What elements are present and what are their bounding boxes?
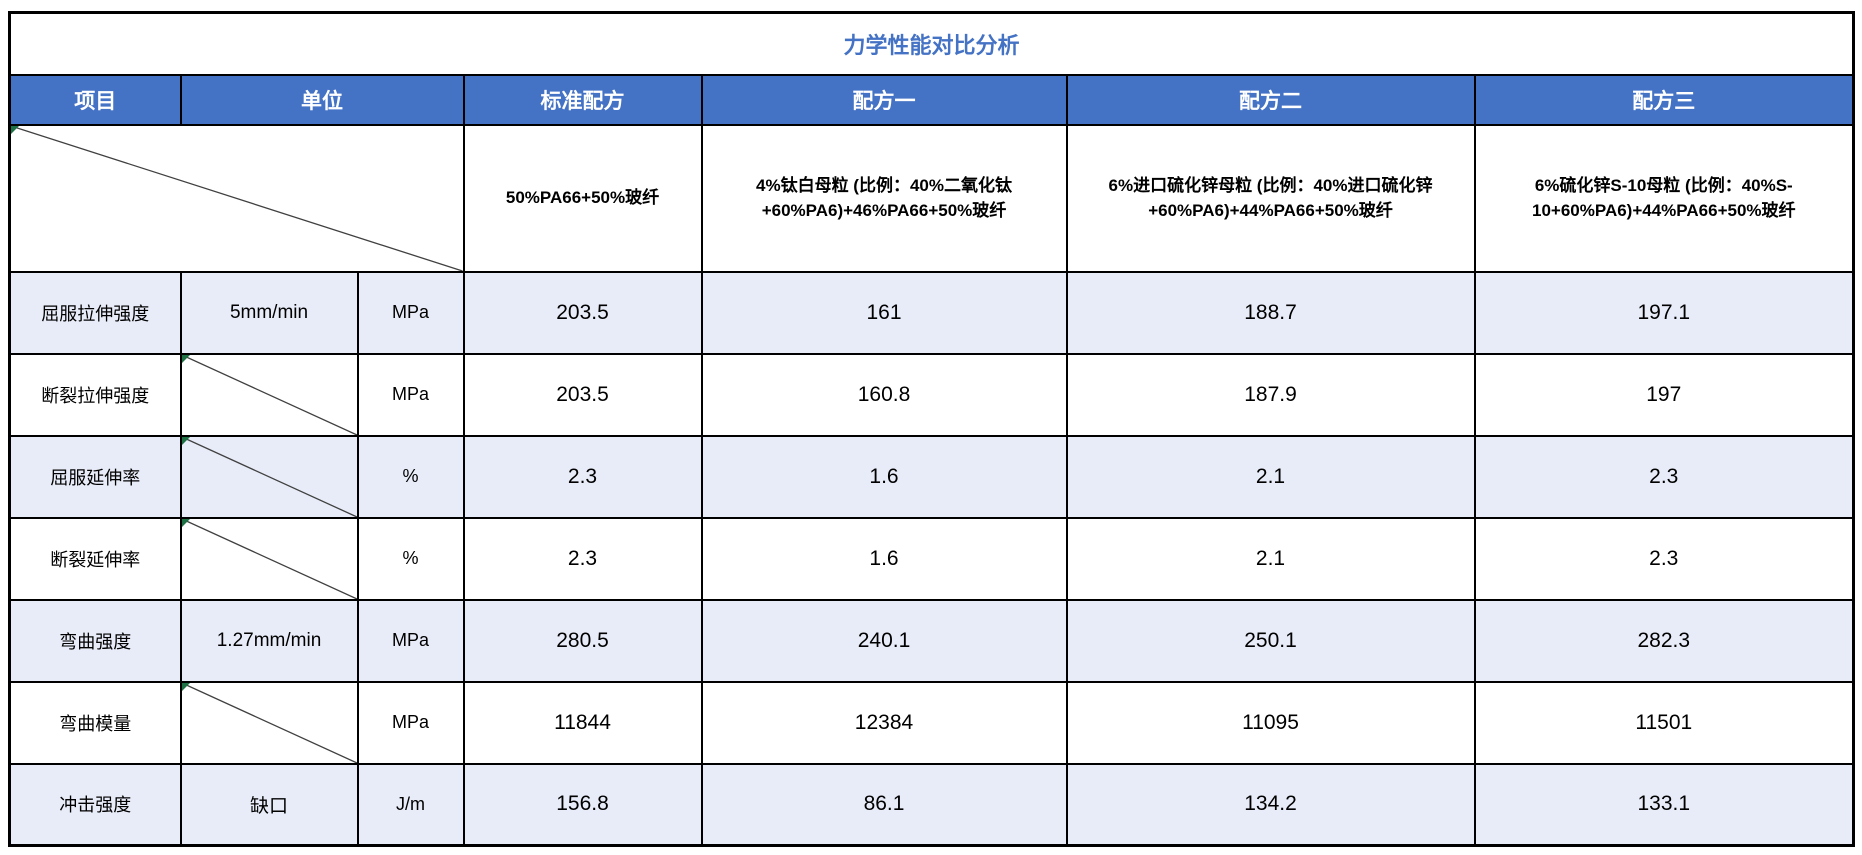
page-title: 力学性能对比分析 (8, 11, 1855, 76)
value-cell: 2.3 (1473, 434, 1855, 519)
row-label: 断裂拉伸强度 (8, 352, 182, 437)
formula-3: 6%硫化锌S-10母粒 (比例：40%S-10+60%PA6)+44%PA66+… (1473, 123, 1855, 273)
col-header-item: 项目 (8, 73, 182, 126)
unit-cell: % (356, 434, 465, 519)
unit-cell: MPa (356, 270, 465, 355)
value-cell: 188.7 (1065, 270, 1476, 355)
condition-diagonal-cell (179, 434, 359, 519)
diagonal-line (11, 126, 463, 271)
value-cell: 160.8 (700, 352, 1068, 437)
cell-flag-icon (11, 126, 19, 134)
condition-diagonal-cell (179, 680, 359, 765)
col-header-formula-1: 配方一 (700, 73, 1068, 126)
col-header-standard-formula: 标准配方 (462, 73, 703, 126)
value-cell: 161 (700, 270, 1068, 355)
table-row: 冲击强度 缺口 J/m 156.8 86.1 134.2 133.1 (8, 762, 1855, 847)
unit-cell: MPa (356, 352, 465, 437)
value-cell: 2.3 (1473, 516, 1855, 601)
value-cell: 11501 (1473, 680, 1855, 765)
value-cell: 134.2 (1065, 762, 1476, 847)
value-cell: 203.5 (462, 352, 703, 437)
value-cell: 240.1 (700, 598, 1068, 683)
row-label: 断裂延伸率 (8, 516, 182, 601)
condition-diagonal-cell (179, 352, 359, 437)
value-cell: 197 (1473, 352, 1855, 437)
table-row: 弯曲强度 1.27mm/min MPa 280.5 240.1 250.1 28… (8, 598, 1855, 683)
formula-description-row: 50%PA66+50%玻纤 4%钛白母粒 (比例：40%二氧化钛+60%PA6)… (8, 123, 1855, 273)
diagonal-line (182, 683, 357, 763)
row-label: 屈服延伸率 (8, 434, 182, 519)
table-row: 屈服延伸率 % 2.3 1.6 2.1 2.3 (8, 434, 1855, 519)
value-cell: 2.3 (462, 516, 703, 601)
value-cell: 203.5 (462, 270, 703, 355)
header-row: 项目 单位 标准配方 配方一 配方二 配方三 (8, 73, 1855, 126)
table-row: 断裂拉伸强度 MPa 203.5 160.8 187.9 197 (8, 352, 1855, 437)
value-cell: 2.1 (1065, 434, 1476, 519)
value-cell: 86.1 (700, 762, 1068, 847)
value-cell: 2.1 (1065, 516, 1476, 601)
value-cell: 2.3 (462, 434, 703, 519)
row-label: 屈服拉伸强度 (8, 270, 182, 355)
condition-cell: 5mm/min (179, 270, 359, 355)
col-header-unit: 单位 (179, 73, 465, 126)
condition-cell: 1.27mm/min (179, 598, 359, 683)
value-cell: 11095 (1065, 680, 1476, 765)
value-cell: 1.6 (700, 434, 1068, 519)
value-cell: 156.8 (462, 762, 703, 847)
value-cell: 1.6 (700, 516, 1068, 601)
col-header-formula-3: 配方三 (1473, 73, 1855, 126)
table-row: 屈服拉伸强度 5mm/min MPa 203.5 161 188.7 197.1 (8, 270, 1855, 355)
formula-standard: 50%PA66+50%玻纤 (462, 123, 703, 273)
diagonal-line (182, 437, 357, 517)
cell-flag-icon (182, 683, 190, 691)
unit-cell: J/m (356, 762, 465, 847)
row-label: 弯曲强度 (8, 598, 182, 683)
item-unit-diagonal-cell (8, 123, 465, 273)
formula-1: 4%钛白母粒 (比例：40%二氧化钛+60%PA6)+46%PA66+50%玻纤 (700, 123, 1068, 273)
formula-2: 6%进口硫化锌母粒 (比例：40%进口硫化锌+60%PA6)+44%PA66+5… (1065, 123, 1476, 273)
diagonal-line (182, 519, 357, 599)
unit-cell: MPa (356, 598, 465, 683)
mechanical-properties-table: 力学性能对比分析 项目 单位 标准配方 配方一 配方二 配方三 50%PA66+… (8, 11, 1856, 847)
unit-cell: MPa (356, 680, 465, 765)
table-row: 弯曲模量 MPa 11844 12384 11095 11501 (8, 680, 1855, 765)
cell-flag-icon (182, 519, 190, 527)
value-cell: 187.9 (1065, 352, 1476, 437)
condition-diagonal-cell (179, 516, 359, 601)
table-row: 断裂延伸率 % 2.3 1.6 2.1 2.3 (8, 516, 1855, 601)
value-cell: 250.1 (1065, 598, 1476, 683)
value-cell: 282.3 (1473, 598, 1855, 683)
value-cell: 11844 (462, 680, 703, 765)
row-label: 冲击强度 (8, 762, 182, 847)
cell-flag-icon (182, 355, 190, 363)
row-label: 弯曲模量 (8, 680, 182, 765)
value-cell: 133.1 (1473, 762, 1855, 847)
col-header-formula-2: 配方二 (1065, 73, 1476, 126)
title-row: 力学性能对比分析 (8, 11, 1855, 76)
unit-cell: % (356, 516, 465, 601)
cell-flag-icon (182, 437, 190, 445)
value-cell: 280.5 (462, 598, 703, 683)
value-cell: 197.1 (1473, 270, 1855, 355)
value-cell: 12384 (700, 680, 1068, 765)
diagonal-line (182, 355, 357, 435)
condition-cell: 缺口 (179, 762, 359, 847)
